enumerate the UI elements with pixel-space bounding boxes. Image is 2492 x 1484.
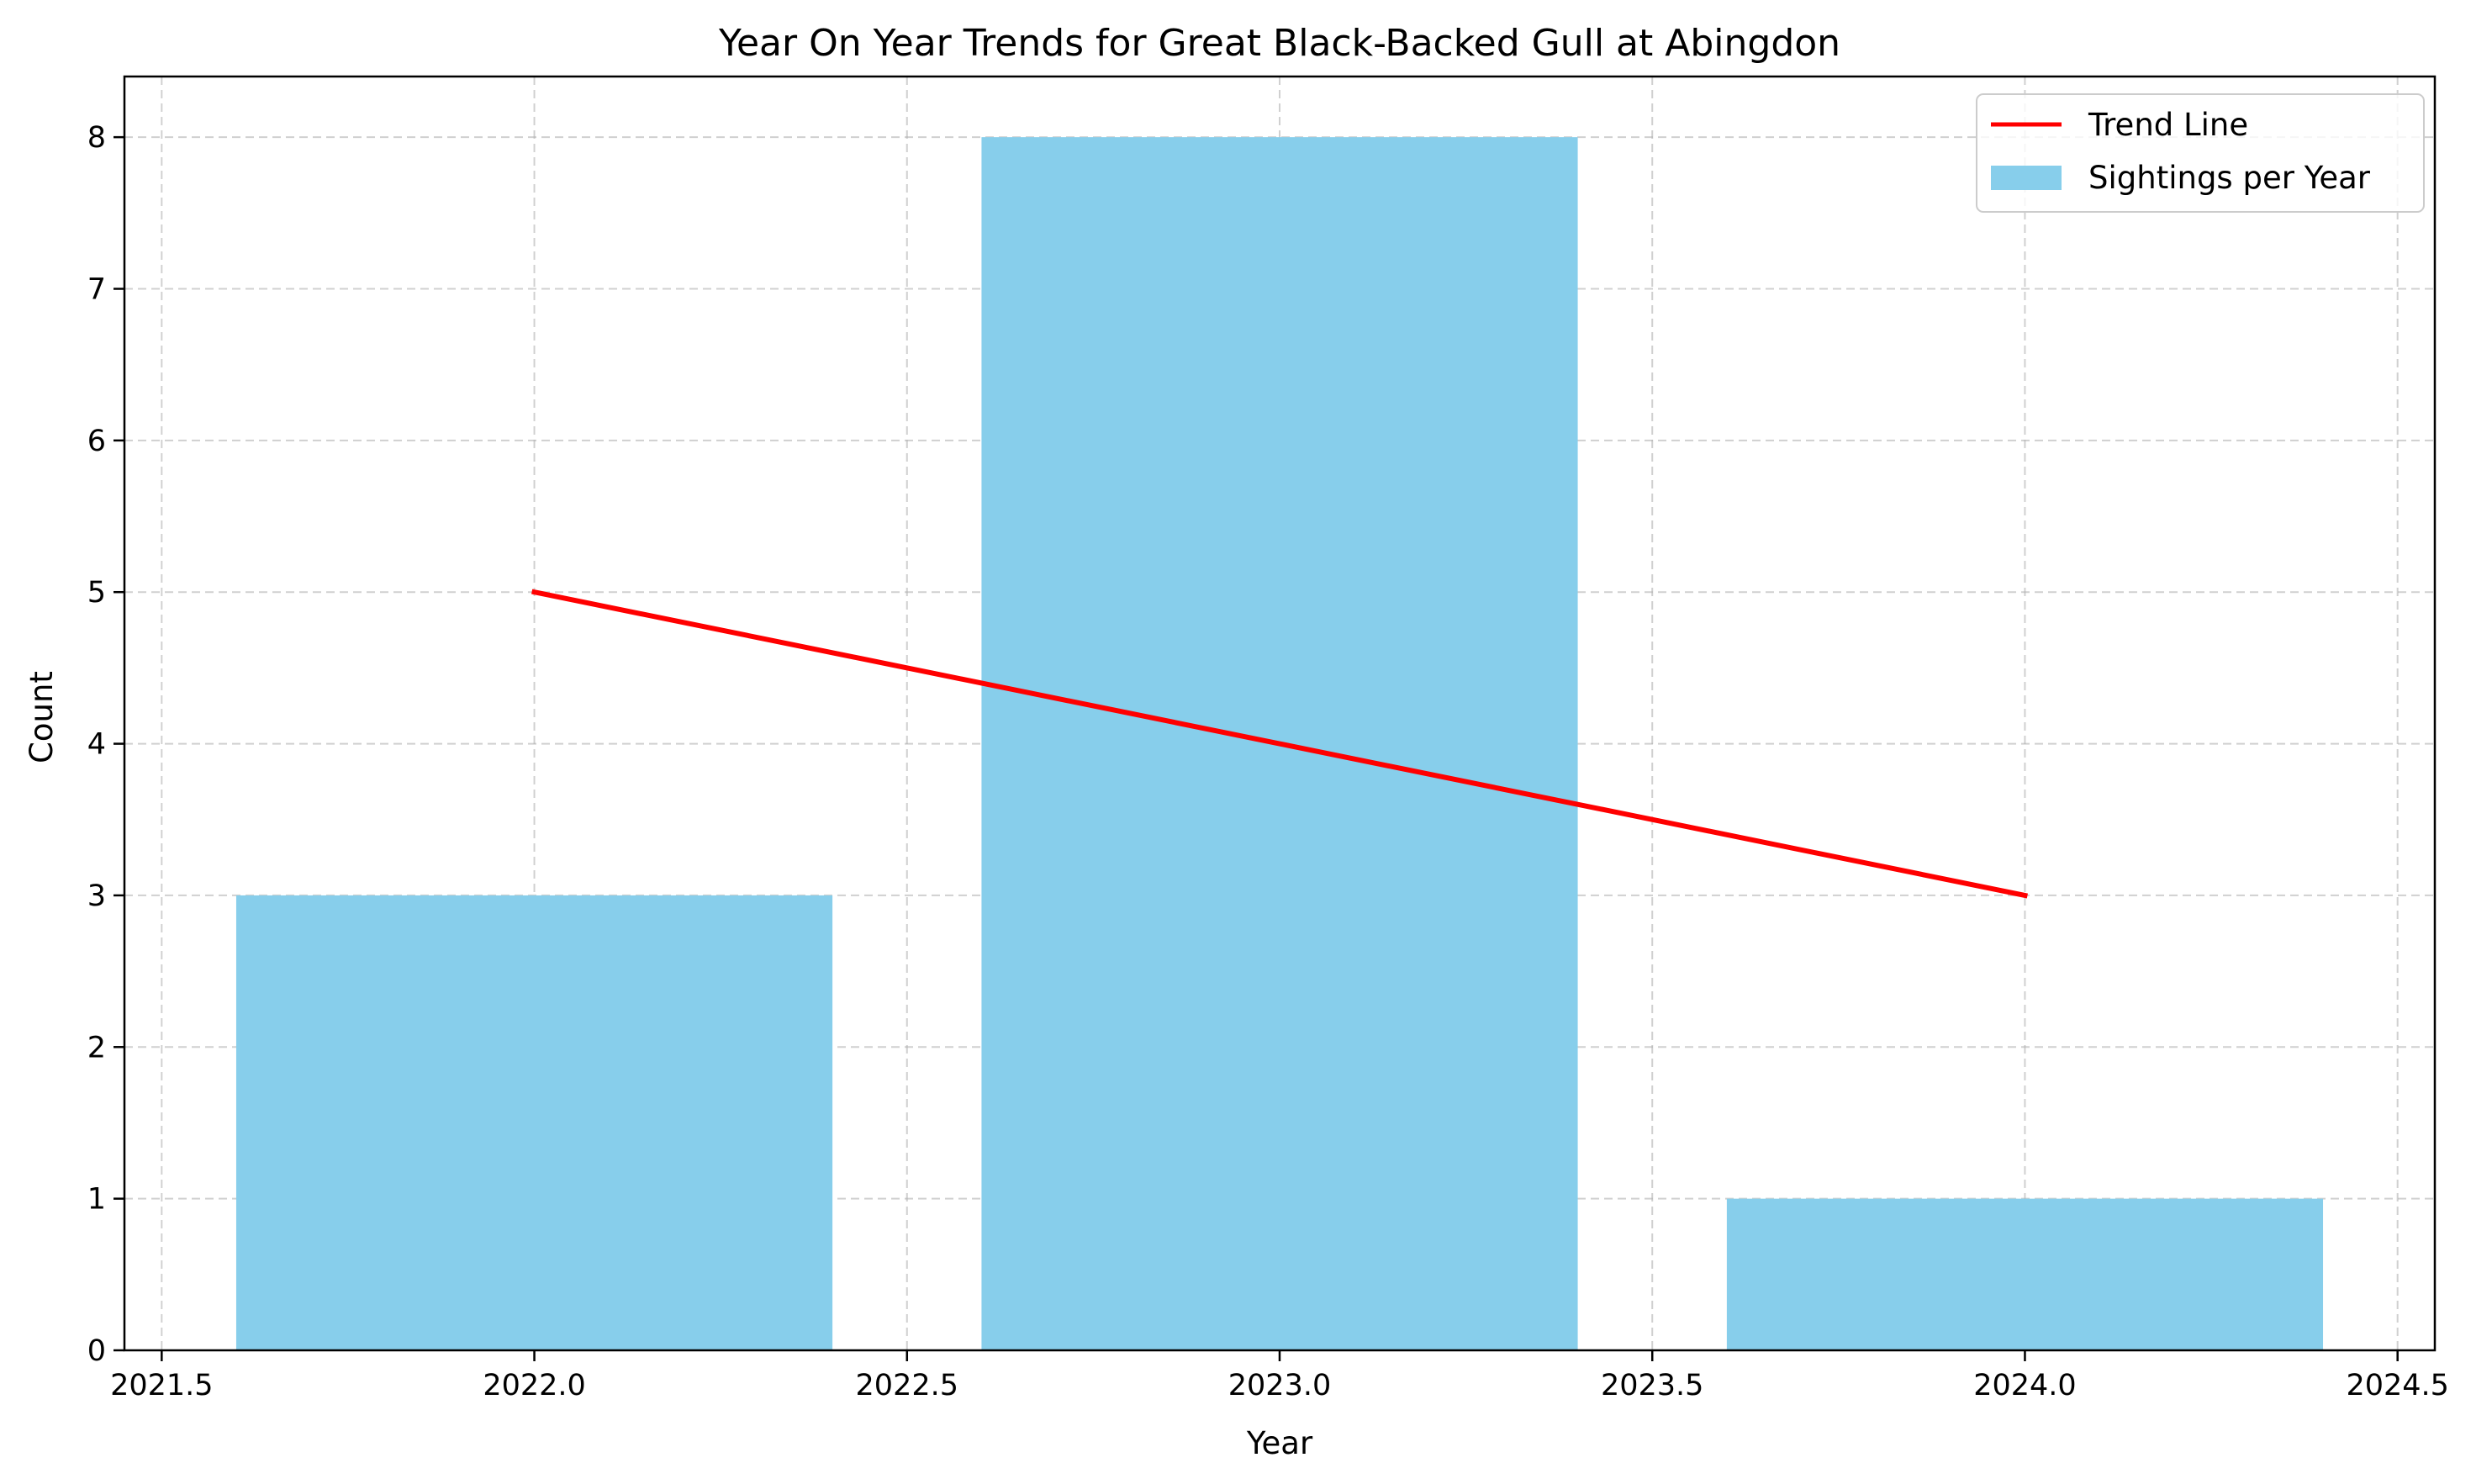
legend: Trend Line Sightings per Year xyxy=(1976,93,2425,213)
x-tick-label-0: 2021.5 xyxy=(110,1369,213,1402)
x-tick-label-6: 2024.5 xyxy=(2346,1369,2448,1402)
legend-frame xyxy=(1976,93,2425,213)
bar-2022 xyxy=(235,895,833,1350)
y-tick-label-1: 1 xyxy=(87,1183,106,1217)
x-axis-ticks: 2021.5 2022.0 2022.5 2023.0 2023.5 2024.0 2024… xyxy=(110,1350,2449,1402)
y-tick-label-8: 8 xyxy=(87,121,106,155)
y-tick-label-3: 3 xyxy=(87,879,106,913)
y-tick-label-7: 7 xyxy=(87,273,106,307)
legend-label-trend-line: Trend Line xyxy=(2088,107,2248,143)
y-axis-ticks: 0 1 2 3 4 5 6 7 8 xyxy=(87,121,124,1368)
y-tick-label-2: 2 xyxy=(87,1031,106,1064)
x-tick-label-5: 2024.0 xyxy=(1973,1369,2076,1402)
bar-2024 xyxy=(1726,1198,2324,1350)
x-tick-label-2: 2022.5 xyxy=(856,1369,958,1402)
legend-swatch-sightings xyxy=(1991,166,2062,190)
y-tick-label-6: 6 xyxy=(87,425,106,458)
x-tick-label-1: 2022.0 xyxy=(483,1369,585,1402)
x-axis-title: Year xyxy=(1246,1425,1313,1461)
bar-series xyxy=(235,137,2324,1351)
legend-label-sightings: Sightings per Year xyxy=(2088,160,2371,196)
y-tick-label-0: 0 xyxy=(87,1334,106,1368)
x-tick-label-3: 2023.0 xyxy=(1228,1369,1331,1402)
trend-line-series xyxy=(531,589,2028,899)
chart-title: Year On Year Trends for Great Black-Back… xyxy=(718,22,1840,65)
y-tick-label-4: 4 xyxy=(87,728,106,762)
y-axis-title: Count xyxy=(24,671,60,763)
x-tick-label-4: 2023.5 xyxy=(1601,1369,1703,1402)
y-tick-label-5: 5 xyxy=(87,576,106,610)
trend-line xyxy=(531,589,2028,899)
